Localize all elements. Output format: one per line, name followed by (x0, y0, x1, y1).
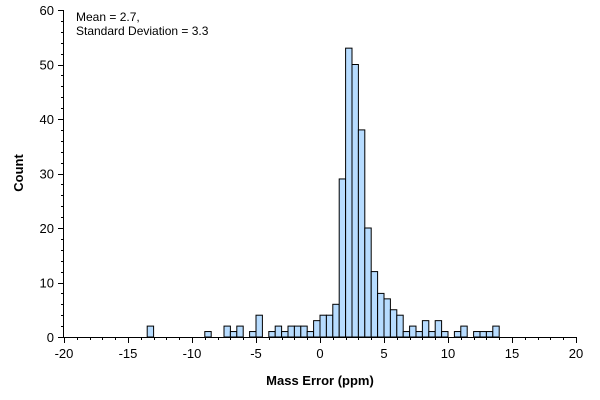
histogram-bar (441, 331, 449, 338)
bars (146, 47, 500, 338)
x-tick-label: 20 (569, 346, 583, 361)
histogram-bar (434, 320, 443, 338)
histogram-bar (377, 292, 385, 338)
histogram-bar (249, 331, 257, 338)
x-tick-label: -5 (250, 346, 262, 361)
histogram-bar (460, 325, 468, 338)
histogram-bar (255, 314, 263, 338)
histogram-bar (421, 320, 430, 338)
histogram-bar (345, 47, 353, 338)
histogram-bar (338, 178, 347, 338)
histogram-bar (351, 64, 359, 338)
y-axis-title: Count (11, 154, 26, 192)
histogram-bar (223, 325, 231, 338)
histogram-bar (281, 331, 289, 338)
histogram-bar (383, 298, 391, 338)
histogram-bar (293, 325, 302, 338)
y-tick-label: 0 (47, 330, 54, 345)
x-axis-ticks: -20 -15 -10 -5 0 5 10 15 20 (55, 337, 583, 361)
histogram-bar (274, 325, 283, 338)
histogram-bar (402, 331, 411, 338)
histogram-bar (415, 331, 423, 338)
histogram-bar (332, 303, 340, 338)
y-tick-label: 60 (40, 3, 54, 18)
y-tick-label: 20 (40, 221, 54, 236)
histogram-bar (364, 227, 372, 338)
x-tick-label: 10 (441, 346, 455, 361)
histogram-bar (204, 331, 212, 338)
histogram-bar (306, 331, 315, 338)
histogram-bar (229, 331, 238, 338)
histogram-bar (479, 331, 487, 338)
annotation-line: Standard Deviation = 3.3 (76, 24, 209, 38)
x-tick-label: 15 (505, 346, 519, 361)
histogram-bar (428, 331, 436, 338)
histogram-bar (319, 314, 327, 338)
x-tick-label: -15 (119, 346, 138, 361)
annotation-line: Mean = 2.7, (76, 10, 140, 24)
x-tick-label: -20 (55, 346, 74, 361)
histogram-bar (268, 331, 276, 338)
y-tick-label: 50 (40, 58, 54, 73)
histogram-bar (453, 331, 462, 338)
histogram-bar (396, 314, 404, 338)
histogram-bar (485, 331, 494, 338)
y-tick-label: 40 (40, 112, 54, 127)
y-axis-ticks: 0 10 20 30 40 50 60 (40, 3, 64, 345)
histogram-bar (370, 271, 379, 338)
histogram-bar (389, 309, 398, 338)
histogram-bar (325, 314, 334, 338)
x-tick-label: 0 (316, 346, 323, 361)
histogram-bar (492, 325, 500, 338)
stats-annotation: Mean = 2.7,Standard Deviation = 3.3 (76, 10, 209, 38)
histogram-bar (357, 129, 366, 338)
histogram-bar (313, 320, 321, 338)
axes (63, 10, 576, 338)
histogram-bar (300, 325, 308, 338)
x-tick-label: 5 (380, 346, 387, 361)
y-tick-label: 30 (40, 167, 54, 182)
y-tick-label: 10 (40, 276, 54, 291)
histogram-bar (409, 325, 417, 338)
histogram-bar (146, 325, 155, 338)
histogram-bar (287, 325, 295, 338)
histogram-bar (473, 331, 481, 338)
x-axis-title: Mass Error (ppm) (266, 373, 374, 388)
x-tick-label: -10 (183, 346, 202, 361)
histogram-bar (236, 325, 244, 338)
